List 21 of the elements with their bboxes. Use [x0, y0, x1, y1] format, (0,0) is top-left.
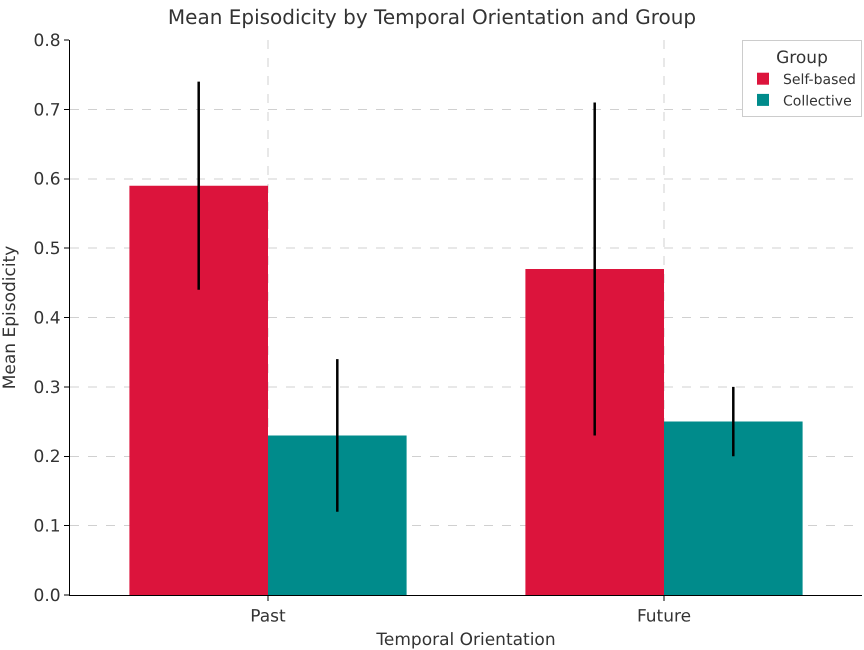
- x-tick-label: Past: [250, 606, 286, 626]
- y-tick-label: 0.5: [34, 239, 61, 260]
- y-tick-label: 0.8: [34, 30, 61, 51]
- legend-label: Self-based: [783, 72, 856, 88]
- x-axis-title: Temporal Orientation: [375, 630, 556, 650]
- y-tick-label: 0.4: [34, 308, 61, 328]
- y-axis-title: Mean Episodicity: [0, 246, 20, 390]
- x-tick-label: Future: [636, 606, 692, 626]
- y-tick-label: 0.6: [34, 170, 61, 190]
- bar: [268, 435, 407, 595]
- bar: [525, 268, 664, 595]
- bar: [129, 186, 268, 595]
- y-tick-label: 0.0: [34, 586, 61, 606]
- y-tick-label: 0.7: [34, 100, 61, 120]
- legend-label: Collective: [783, 93, 852, 110]
- chart-title: Mean Episodicity by Temporal Orientation and Group: [168, 4, 696, 29]
- y-tick-label: 0.1: [34, 516, 61, 537]
- bar: [664, 422, 803, 595]
- y-tick-label: 0.2: [34, 447, 61, 468]
- y-tick-label: 0.3: [34, 378, 61, 398]
- legend-title: Group: [776, 48, 828, 68]
